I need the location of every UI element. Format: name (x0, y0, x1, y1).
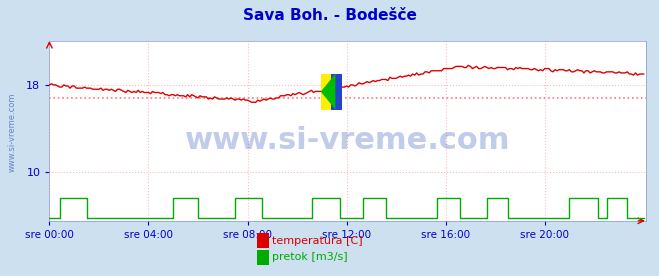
Polygon shape (321, 74, 335, 110)
Text: www.si-vreme.com: www.si-vreme.com (185, 126, 510, 155)
Text: pretok [m3/s]: pretok [m3/s] (272, 252, 348, 262)
FancyBboxPatch shape (331, 74, 341, 110)
Text: www.si-vreme.com: www.si-vreme.com (8, 93, 17, 172)
Text: Sava Boh. - Bodešče: Sava Boh. - Bodešče (243, 8, 416, 23)
Text: temperatura [C]: temperatura [C] (272, 237, 363, 246)
FancyBboxPatch shape (321, 74, 331, 110)
